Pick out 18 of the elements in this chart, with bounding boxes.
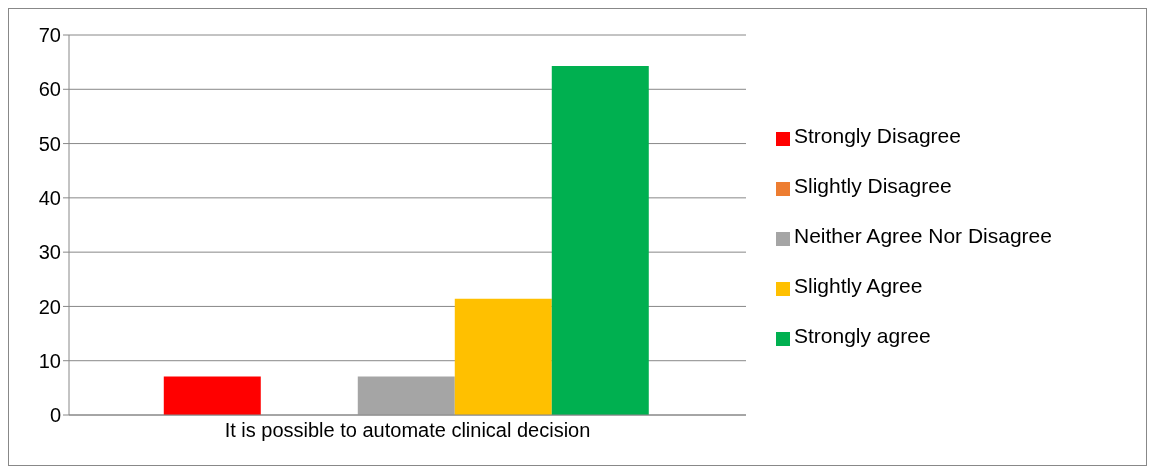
bar — [357, 376, 455, 415]
y-tick-label: 40 — [38, 186, 61, 209]
y-tick-label: 60 — [38, 78, 61, 101]
x-tick-label: It is possible to automate clinical decision — [224, 419, 591, 442]
bar — [163, 376, 261, 415]
legend-label: Slightly Agree — [794, 274, 923, 297]
legend-label: Slightly Disagree — [794, 174, 952, 197]
y-tick-label: 30 — [38, 241, 61, 264]
legend-label: Neither Agree Nor Disagree — [794, 224, 1052, 247]
y-tick-label: 0 — [49, 404, 61, 427]
y-tick-label: 50 — [38, 132, 61, 155]
legend-label: Strongly Disagree — [794, 124, 961, 147]
y-tick-label: 10 — [38, 349, 61, 372]
bar — [551, 65, 649, 415]
y-tick-label: 70 — [38, 24, 61, 47]
bar — [454, 298, 552, 415]
y-tick-label: 20 — [38, 295, 61, 318]
legend-label: Strongly agree — [794, 324, 931, 347]
